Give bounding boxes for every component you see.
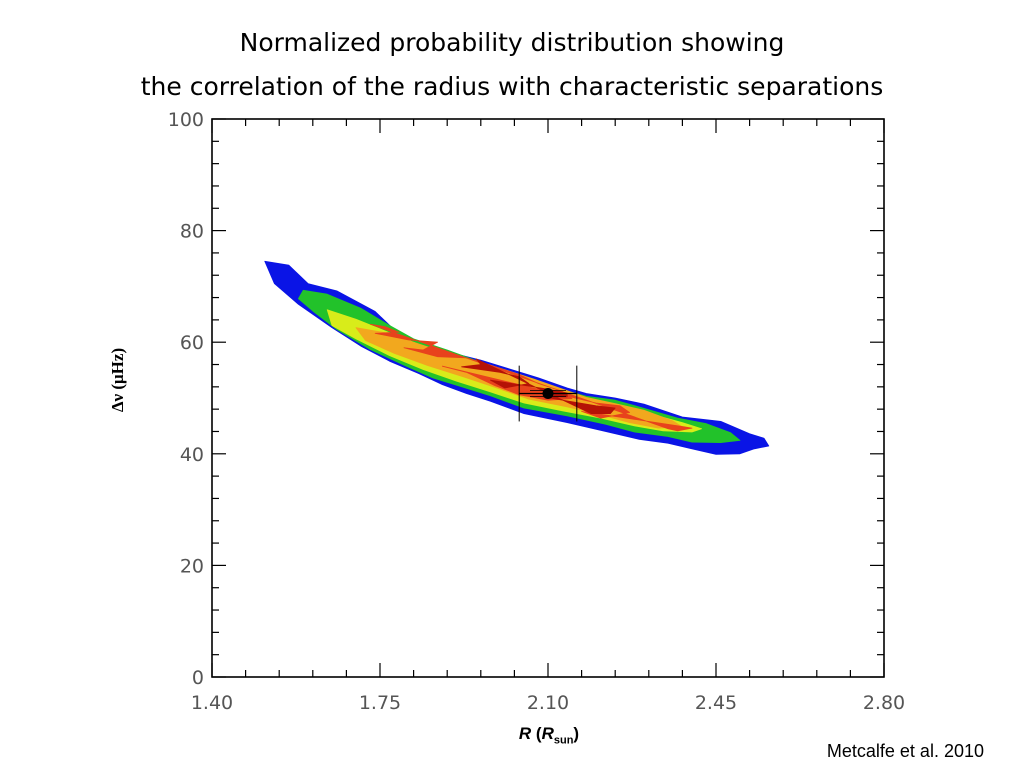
x-tick-label: 2.10 (527, 692, 569, 714)
x-tick-label: 2.80 (863, 692, 905, 714)
chart-title-line-2: the correlation of the radius with chara… (140, 72, 884, 101)
x-axis-open-paren: ( (531, 724, 542, 743)
x-axis-unit-subscript: sun (553, 734, 574, 747)
y-tick-label: 60 (180, 332, 204, 354)
contour-level-2 (297, 289, 741, 444)
x-axis-symbol: R (518, 724, 532, 743)
best-fit-errorbars (518, 365, 578, 422)
x-tick-label: 2.45 (695, 692, 737, 714)
best-fit-point (542, 388, 554, 400)
y-tick-label: 40 (180, 444, 204, 466)
axis-tick-labels: 1.40 1.75 2.10 2.45 2.80 0 20 40 60 80 100 (168, 109, 905, 714)
y-tick-label: 100 (168, 109, 204, 131)
x-axis-label: R (Rsun) (444, 724, 654, 746)
chart-title-line-1: Normalized probability distribution show… (239, 28, 785, 57)
citation: Metcalfe et al. 2010 (826, 741, 984, 761)
y-tick-label: 20 (180, 555, 204, 577)
y-tick-label: 80 (180, 221, 204, 243)
axis-ticks (211, 118, 885, 678)
contour-levels (264, 260, 770, 455)
x-axis-close-paren: ) (573, 724, 580, 743)
y-tick-label: 0 (192, 667, 204, 689)
x-tick-label: 1.40 (191, 692, 233, 714)
x-axis-unit-symbol: R (541, 724, 554, 743)
y-axis-label-text: Δν (μHz) (108, 347, 127, 413)
x-tick-label: 1.75 (359, 692, 401, 714)
